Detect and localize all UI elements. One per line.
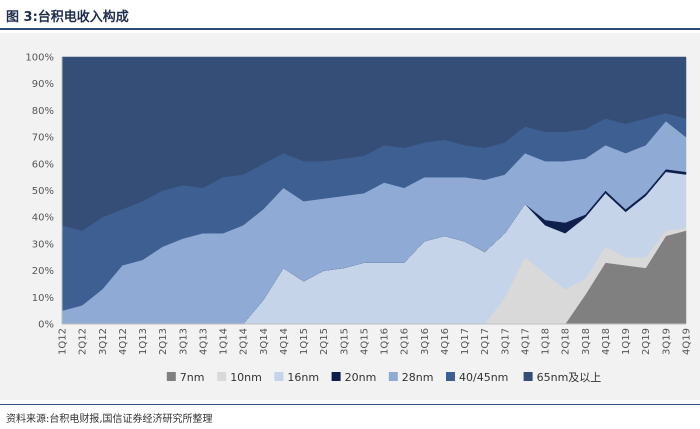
x-tick-label: 2Q14 bbox=[239, 328, 250, 355]
legend-label: 40/45nm bbox=[459, 371, 508, 384]
legend-label: 10nm bbox=[230, 371, 262, 384]
source-rule bbox=[0, 404, 700, 405]
x-tick-label: 2Q16 bbox=[400, 328, 411, 355]
legend-swatch-7nm bbox=[166, 372, 176, 381]
y-axis: 0% 10% 20% 30% 40% 50% 60% 70% 80% 90% 100% bbox=[25, 53, 63, 331]
y-tick-label: 50% bbox=[32, 186, 54, 197]
x-tick-label: 1Q13 bbox=[138, 328, 149, 355]
x-tick-label: 4Q19 bbox=[682, 328, 693, 355]
x-tick-label: 4Q15 bbox=[359, 328, 370, 355]
legend-swatch-10nm bbox=[217, 372, 227, 381]
x-tick-label: 3Q13 bbox=[178, 328, 189, 355]
legend-swatch-16nm bbox=[274, 372, 284, 381]
x-tick-label: 4Q17 bbox=[520, 328, 531, 355]
x-tick-label: 2Q13 bbox=[158, 328, 169, 355]
title-rule bbox=[0, 28, 700, 30]
x-tick-label: 4Q12 bbox=[118, 328, 129, 355]
source-note: 资料来源:台积电财报,国信证券经济研究所整理 bbox=[6, 414, 213, 425]
x-tick-label: 3Q18 bbox=[581, 328, 592, 355]
y-tick-label: 60% bbox=[32, 159, 54, 170]
y-tick-label: 80% bbox=[32, 106, 54, 117]
x-tick-label: 2Q15 bbox=[319, 328, 330, 355]
x-tick-label: 4Q18 bbox=[601, 328, 612, 355]
stacked-area-chart: 0% 10% 20% 30% 40% 50% 60% 70% 80% 90% 100% 1Q12 2Q… bbox=[25, 53, 693, 385]
x-tick-label: 1Q12 bbox=[58, 328, 69, 355]
legend-label: 65nm及以上 bbox=[537, 371, 602, 384]
x-tick-label: 1Q17 bbox=[460, 328, 471, 355]
y-tick-label: 0% bbox=[38, 320, 54, 331]
x-tick-label: 3Q19 bbox=[661, 328, 672, 355]
x-tick-label: 1Q15 bbox=[299, 328, 310, 355]
y-tick-label: 30% bbox=[32, 239, 54, 250]
x-tick-label: 4Q16 bbox=[440, 328, 451, 355]
y-tick-label: 90% bbox=[32, 79, 54, 90]
x-tick-label: 4Q14 bbox=[279, 328, 290, 355]
x-tick-label: 1Q18 bbox=[541, 328, 552, 355]
legend-label: 16nm bbox=[287, 371, 319, 384]
x-axis: 1Q12 2Q12 3Q12 4Q12 1Q13 2Q13 3Q13 4Q13 1Q14 2Q14… bbox=[58, 323, 693, 355]
x-tick-label: 2Q18 bbox=[561, 328, 572, 355]
x-tick-label: 3Q16 bbox=[420, 328, 431, 355]
legend-swatch-65nm bbox=[523, 372, 533, 381]
x-tick-label: 4Q13 bbox=[198, 328, 209, 355]
legend-swatch-20nm bbox=[331, 372, 341, 381]
y-tick-label: 100% bbox=[25, 53, 54, 64]
figure-title: 图 3:台积电收入构成 bbox=[6, 10, 129, 25]
x-tick-label: 1Q16 bbox=[380, 328, 391, 355]
x-tick-label: 1Q14 bbox=[219, 328, 230, 355]
legend: 7nm 10nm 16nm 20nm 28nm 40/45nm 65nm及以上 bbox=[166, 371, 602, 384]
legend-label: 28nm bbox=[402, 371, 434, 384]
y-tick-label: 70% bbox=[32, 133, 54, 144]
x-tick-label: 2Q17 bbox=[480, 328, 491, 355]
y-tick-label: 20% bbox=[32, 266, 54, 277]
y-tick-label: 10% bbox=[32, 293, 54, 304]
x-tick-label: 3Q14 bbox=[259, 328, 270, 355]
x-tick-label: 2Q12 bbox=[78, 328, 89, 355]
title-row: 图 3:台积电收入构成 bbox=[0, 0, 700, 30]
legend-label: 20nm bbox=[345, 371, 377, 384]
x-tick-label: 3Q15 bbox=[339, 328, 350, 355]
legend-swatch-28nm bbox=[388, 372, 398, 381]
area-series-group bbox=[61, 56, 687, 325]
legend-label: 7nm bbox=[180, 371, 205, 384]
x-tick-label: 2Q19 bbox=[641, 328, 652, 355]
x-tick-label: 1Q19 bbox=[621, 328, 632, 355]
x-tick-label: 3Q12 bbox=[98, 328, 109, 355]
area-65nm bbox=[61, 56, 687, 231]
legend-swatch-40-45nm bbox=[446, 372, 455, 381]
x-tick-label: 3Q17 bbox=[500, 328, 511, 355]
y-tick-label: 40% bbox=[32, 213, 54, 224]
